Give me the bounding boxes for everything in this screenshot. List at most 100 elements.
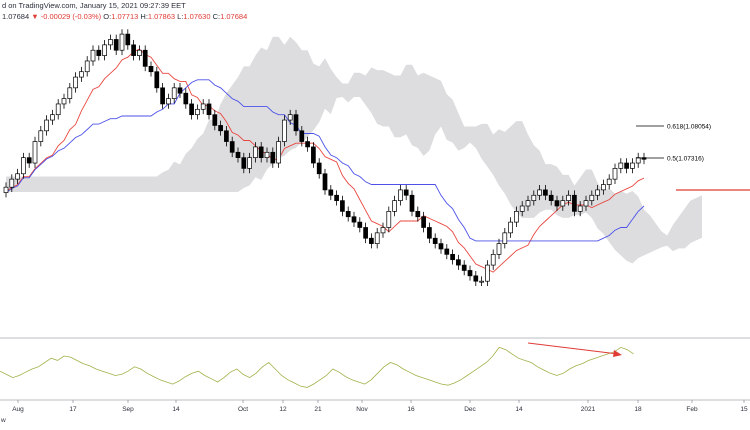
candle-body — [635, 157, 641, 164]
candle-body — [601, 184, 606, 191]
x-tick-label: Nov — [356, 406, 368, 413]
x-tick-label: 17 — [69, 406, 77, 413]
close-value: 1.07684 — [220, 12, 248, 21]
candle-body — [305, 141, 310, 148]
candle-body — [282, 119, 287, 142]
candle-body — [102, 44, 107, 56]
candle-body — [519, 205, 525, 212]
tenkan-sen-line — [5, 48, 645, 273]
candle-body — [473, 275, 479, 282]
candle-body — [351, 216, 357, 223]
candle-body — [438, 243, 444, 250]
candle-body — [258, 146, 264, 159]
candle-body — [253, 146, 258, 159]
candle-body — [160, 87, 165, 105]
candle-body — [84, 60, 90, 73]
watermark-letter: w — [0, 417, 6, 424]
candle-body — [229, 141, 235, 153]
candle-body — [566, 194, 571, 201]
candle-body — [79, 71, 84, 78]
candle-body — [595, 189, 600, 196]
high-label: H: — [140, 12, 148, 21]
candle-body — [50, 114, 55, 121]
candle-body — [427, 227, 432, 239]
candle-body — [386, 211, 392, 228]
candle-body — [456, 259, 461, 266]
last-price: 1.07684 — [2, 12, 30, 21]
x-tick-label: Feb — [686, 406, 698, 413]
candle-body — [26, 157, 32, 164]
low-label: L: — [177, 12, 184, 21]
attribution-text: d on TradingView.com, January 15, 2021 0… — [2, 1, 186, 10]
candle-body — [247, 157, 252, 169]
low-value: 1.07630 — [183, 12, 211, 21]
fib-level-label: 0.618(1.08054) — [667, 124, 711, 131]
candle-body — [450, 253, 455, 261]
candle-body — [177, 87, 183, 94]
candle-body — [543, 189, 548, 196]
candle-body — [3, 186, 9, 193]
candle-body — [560, 200, 566, 207]
candle-body — [235, 151, 241, 159]
candle-body — [270, 151, 276, 164]
close-label: C: — [212, 12, 221, 21]
candle-body — [183, 92, 189, 105]
divergence-arrowhead — [613, 350, 622, 357]
candle-body — [166, 98, 171, 105]
candle-body — [212, 114, 218, 126]
x-tick-label: 2021 — [581, 406, 596, 413]
candle-body — [32, 141, 38, 164]
candle-body — [44, 119, 49, 132]
candle-body — [137, 49, 142, 56]
candle-body — [200, 103, 206, 110]
candle-body — [583, 200, 589, 207]
x-tick-label: Dec — [464, 406, 476, 413]
candle-body — [369, 237, 374, 244]
candle-body — [61, 98, 67, 105]
candle-body — [224, 130, 229, 142]
candle-body — [525, 200, 531, 207]
x-tick-label: 14 — [515, 406, 523, 413]
x-tick-label: Sep — [122, 406, 134, 413]
fib-level-label: 0.5(1.07316) — [667, 156, 704, 163]
candle-body — [55, 103, 61, 116]
x-tick-label: 14 — [172, 406, 180, 413]
candle-body — [485, 264, 490, 282]
candle-body — [322, 173, 328, 191]
x-tick-label: 18 — [634, 406, 642, 413]
candle-body — [432, 237, 438, 244]
candle-body — [345, 211, 351, 218]
candle-body — [444, 248, 450, 255]
candle-body — [90, 49, 96, 62]
candle-body — [363, 227, 368, 239]
candle-body — [206, 103, 212, 116]
candle-body — [548, 194, 554, 201]
candle-body — [293, 114, 299, 132]
candle-body — [403, 189, 409, 196]
candle-body — [461, 264, 467, 271]
x-tick-label: 21 — [314, 406, 322, 413]
price-change: ▼ -0.00029 (-0.03%) — [31, 12, 102, 21]
x-tick-label: 16 — [407, 406, 415, 413]
candle-body — [189, 103, 194, 116]
candle-body — [374, 232, 380, 244]
candle-body — [467, 270, 473, 277]
candle-body — [554, 200, 560, 207]
candle-body — [612, 168, 618, 180]
candle-body — [142, 49, 148, 67]
ichimoku-cloud — [6, 36, 702, 264]
candle-body — [195, 108, 200, 116]
candle-body — [380, 227, 386, 234]
candle-body — [67, 87, 73, 99]
candle-body — [15, 173, 20, 180]
candle-body — [340, 200, 345, 212]
candle-body — [502, 232, 508, 244]
candle-body — [73, 76, 78, 89]
candle-body — [113, 39, 119, 51]
candle-body — [171, 87, 177, 99]
candle-body — [125, 33, 131, 46]
x-tick-label: Oct — [238, 406, 248, 413]
candle-body — [299, 130, 305, 142]
chart-attribution: d on TradingView.com, January 15, 2021 0… — [2, 1, 186, 10]
